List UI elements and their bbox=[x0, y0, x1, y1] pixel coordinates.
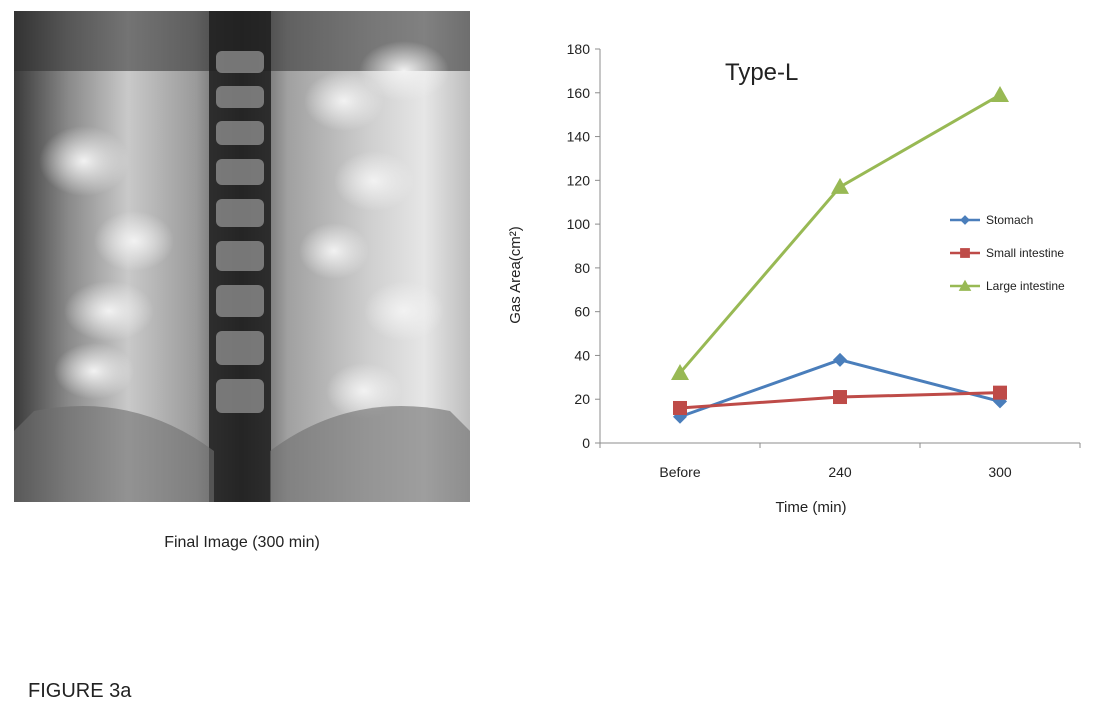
legend: Stomach Small intestine Large intestine bbox=[950, 213, 1065, 293]
y-tick-label: 60 bbox=[574, 304, 590, 320]
x-axis-title: Time (min) bbox=[775, 499, 846, 516]
x-tick-label: 300 bbox=[988, 464, 1012, 480]
line-chart: 0 20 40 60 80 100 120 140 160 180 Before 240 300 Typ… bbox=[507, 41, 1081, 516]
data-point-small-intestine bbox=[993, 385, 1007, 400]
y-tick-label: 20 bbox=[574, 391, 590, 407]
plot-area: 0 20 40 60 80 100 120 140 160 180 Before 240 300 bbox=[567, 41, 1081, 480]
legend-marker-large-intestine bbox=[958, 279, 972, 291]
series-line-stomach bbox=[679, 358, 1001, 419]
y-tick-label: 120 bbox=[567, 172, 591, 188]
y-tick-label: 180 bbox=[567, 41, 591, 57]
y-tick-label: 100 bbox=[567, 216, 591, 232]
figure-label: FIGURE 3a bbox=[28, 680, 132, 702]
series-line-large-intestine bbox=[678, 93, 1001, 374]
x-tick-label: Before bbox=[659, 464, 700, 480]
y-tick-label: 80 bbox=[574, 260, 590, 276]
data-point-small-intestine bbox=[673, 400, 687, 415]
y-tick-label: 160 bbox=[567, 85, 591, 101]
legend-marker-shape-stomach bbox=[960, 215, 970, 225]
y-axis-title: Gas Area(cm²) bbox=[507, 226, 524, 324]
legend-label-large-intestine: Large intestine bbox=[986, 279, 1065, 293]
chart-title: Type-L bbox=[725, 59, 798, 86]
abdominal-xray-image bbox=[14, 11, 470, 502]
y-tick-label: 140 bbox=[567, 129, 591, 145]
legend-marker-shape-small-intestine bbox=[960, 248, 970, 258]
data-point-large-intestine bbox=[991, 85, 1009, 102]
image-caption: Final Image (300 min) bbox=[164, 534, 320, 551]
legend-label-stomach: Stomach bbox=[986, 213, 1033, 227]
x-tick-label: 240 bbox=[828, 464, 852, 480]
y-tick-label: 0 bbox=[582, 435, 590, 451]
data-point-large-intestine bbox=[671, 363, 689, 380]
legend-marker-stomach bbox=[960, 215, 970, 225]
legend-marker-small-intestine bbox=[960, 248, 970, 258]
data-point-small-intestine bbox=[833, 390, 847, 405]
data-point-stomach bbox=[833, 352, 847, 367]
data-point-large-intestine bbox=[831, 177, 849, 194]
y-tick-label: 40 bbox=[574, 347, 590, 363]
legend-label-small-intestine: Small intestine bbox=[986, 246, 1064, 260]
legend-marker-shape-large-intestine bbox=[958, 279, 972, 291]
